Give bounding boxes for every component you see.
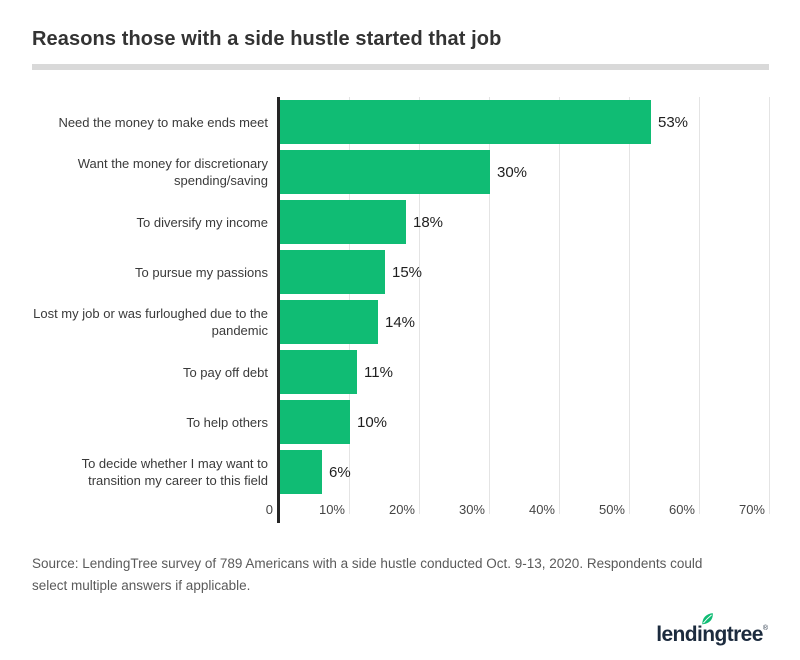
bar-row: 14% — [280, 297, 773, 347]
category-label: Want the money for discretionary spendin… — [77, 156, 268, 188]
category-label: Need the money to make ends meet — [58, 114, 268, 130]
x-tick-label: 30% — [458, 502, 485, 517]
gridline — [419, 97, 420, 514]
bar — [280, 100, 651, 144]
category-label: To decide whether I may want to transiti… — [81, 456, 268, 488]
bar-row: 53% — [280, 97, 773, 147]
category-labels-column: Need the money to make ends meet Want the… — [32, 97, 277, 523]
value-label: 18% — [413, 213, 444, 231]
bar — [280, 300, 378, 344]
x-tick-label: 50% — [598, 502, 625, 517]
title-divider — [32, 64, 769, 70]
x-tick-label: 10% — [318, 502, 345, 517]
x-tick-label: 0 — [265, 502, 273, 517]
lendingtree-logo: lendingtree® — [656, 612, 768, 646]
page-title: Reasons those with a side hustle started… — [32, 28, 502, 50]
x-tick-label: 20% — [388, 502, 415, 517]
value-label: 15% — [392, 263, 423, 281]
gridline — [699, 97, 700, 514]
x-axis: 0 10% 20% 30% 40% 50% 60% 70% — [266, 497, 773, 523]
value-label: 30% — [497, 163, 528, 181]
category-label: Lost my job or was furloughed due to the… — [33, 306, 268, 338]
bar-row: 11% — [280, 347, 773, 397]
value-label: 14% — [385, 313, 416, 331]
source-note: Source: LendingTree survey of 789 Americ… — [32, 556, 703, 593]
value-label: 53% — [658, 113, 689, 131]
bar-row: 18% — [280, 197, 773, 247]
bar-row: 30% — [280, 147, 773, 197]
bar — [280, 200, 406, 244]
value-label: 6% — [329, 463, 351, 481]
bar — [280, 150, 490, 194]
x-tick-label: 70% — [738, 502, 765, 517]
category-label: To pay off debt — [182, 364, 268, 380]
gridline — [629, 97, 630, 514]
plot-area: 53% 30% 18% 15% 14% 11% 10% 6% 0 10% 20% 30% 40% 50% 6… — [266, 97, 773, 523]
value-label: 11% — [364, 363, 393, 381]
registered-mark: ® — [762, 625, 768, 632]
gridline — [489, 97, 490, 514]
bar-row: 6% — [280, 447, 773, 497]
bar-row: 15% — [280, 247, 773, 297]
bar — [280, 400, 350, 444]
bar — [280, 450, 322, 494]
value-label: 10% — [357, 413, 388, 431]
category-label: To pursue my passions — [135, 264, 268, 280]
category-label: To help others — [186, 414, 268, 430]
x-tick-label: 60% — [668, 502, 695, 517]
bar-chart: Need the money to make ends meet Want the… — [32, 97, 800, 523]
bar-row: 10% — [280, 397, 773, 447]
logo-wordmark: lendingtree — [656, 623, 763, 646]
gridline — [769, 97, 770, 514]
x-tick-label: 40% — [528, 502, 555, 517]
leaf-icon — [702, 613, 714, 625]
bar — [280, 350, 357, 394]
gridline — [559, 97, 560, 514]
category-label: To diversify my income — [136, 214, 268, 230]
bar — [280, 250, 385, 294]
